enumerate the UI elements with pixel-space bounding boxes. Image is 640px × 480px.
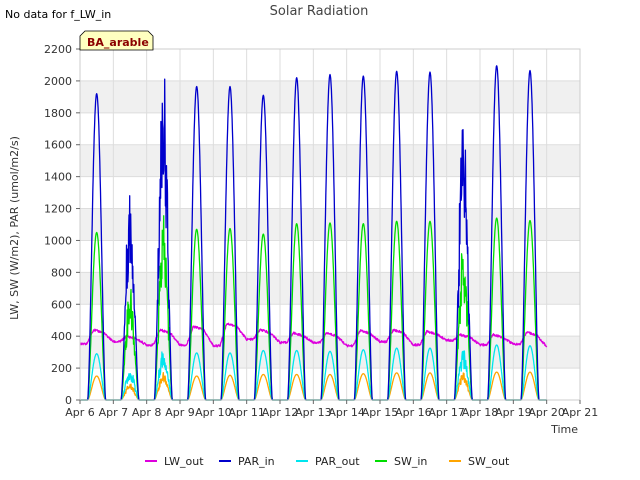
plot-frame [79,48,581,401]
legend-label-sw-out: SW_out [468,455,510,468]
no-data-note: No data for f_LW_in [5,8,111,21]
badge-label: BA_arable [87,36,149,49]
y-tick-label: 1400 [44,171,72,184]
badge: BA_arable [79,30,154,51]
x-tick-label: Apr 18 [462,406,499,419]
legend-label-par-out: PAR_out [315,455,360,468]
y-tick-label: 1600 [44,139,72,152]
y-axis-ticks: 0 200 400 600 800 1000 1200 1400 1600 1800 2000 220… [44,43,80,407]
y-tick-label: 2200 [44,43,72,56]
legend-label-lw-out: LW_out [164,455,204,468]
plot-band [80,272,580,305]
x-tick-label: Apr 13 [295,406,332,419]
x-tick-label: Apr 12 [262,406,299,419]
y-axis-label: LW, SW (W/m2), PAR (umol/m2/s) [8,136,21,320]
x-tick-label: Apr 10 [195,406,232,419]
x-tick-label: Apr 9 [165,406,195,419]
y-tick-label: 400 [51,330,72,343]
y-tick-label: 0 [65,394,72,407]
chart-title: Solar Radiation [270,4,369,19]
x-tick-label: Apr 21 [562,406,599,419]
legend-label-par-in: PAR_in [238,455,275,468]
x-axis-label: Time [550,423,578,436]
y-tick-label: 200 [51,362,72,375]
x-tick-label: Apr 7 [99,406,129,419]
y-tick-label: 1000 [44,234,72,247]
x-tick-label: Apr 19 [495,406,532,419]
y-tick-label: 1800 [44,107,72,120]
y-tick-label: 2000 [44,75,72,88]
y-tick-label: 600 [51,298,72,311]
badge-box [79,30,154,51]
legend-label-sw-in: SW_in [394,455,427,468]
x-tick-label: Apr 15 [362,406,399,419]
x-tick-label: Apr 20 [528,406,565,419]
grid-lines [79,48,581,401]
plot-band [80,144,580,177]
x-tick-label: Apr 6 [65,406,95,419]
x-tick-label: Apr 11 [228,406,265,419]
y-tick-label: 1200 [44,203,72,216]
legend: LW_out PAR_in PAR_out SW_in SW_out [145,455,510,468]
x-tick-label: Apr 14 [328,406,365,419]
x-tick-label: Apr 17 [428,406,465,419]
x-tick-label: Apr 16 [395,406,432,419]
plot-band [80,80,580,113]
y-tick-label: 800 [51,266,72,279]
x-tick-label: Apr 8 [132,406,162,419]
